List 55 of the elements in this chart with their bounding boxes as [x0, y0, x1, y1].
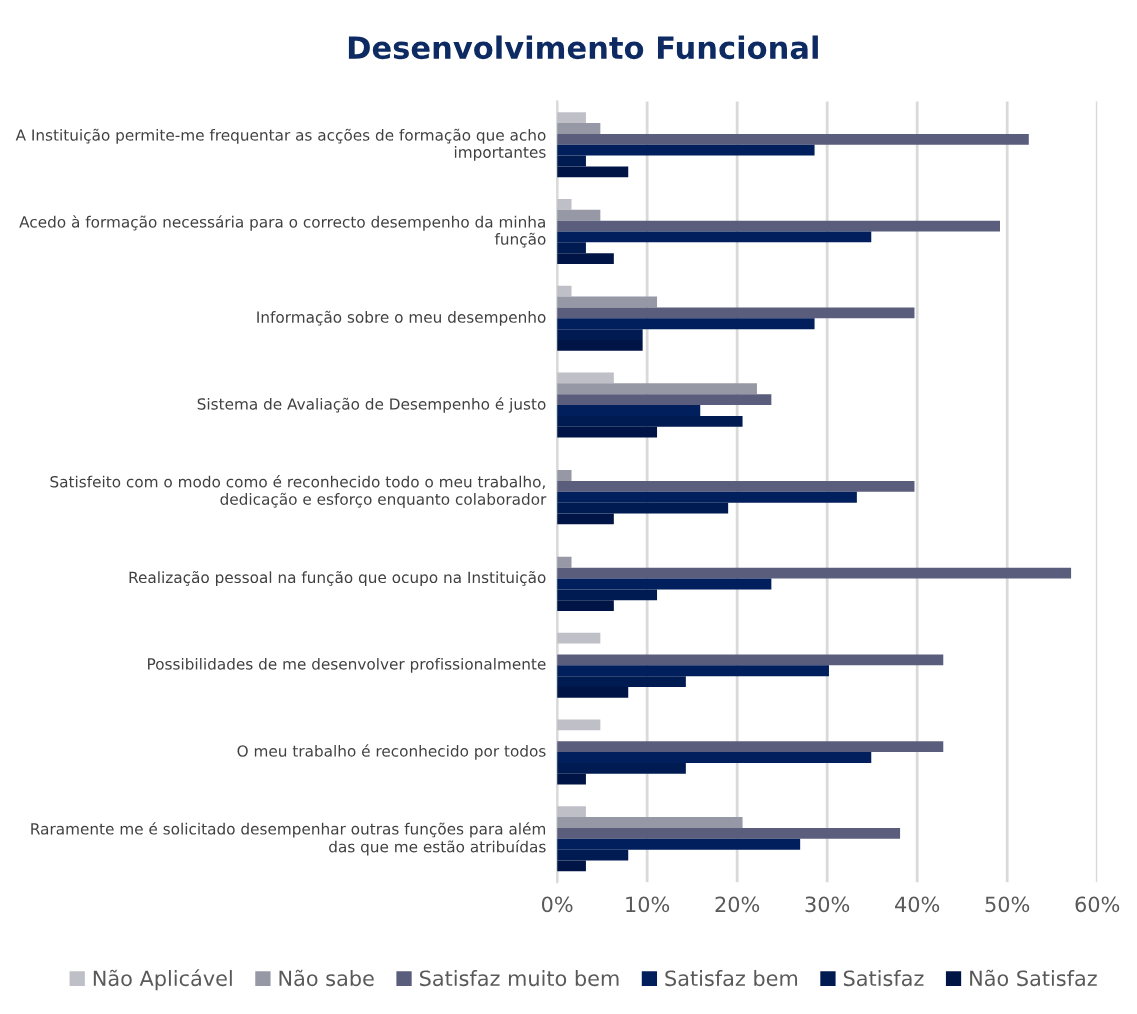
bar [557, 296, 658, 308]
x-tick-label: 10% [626, 896, 670, 913]
y-tick-label: A Instituição permite-me frequentar as acções de formação que acho importantes [15, 128, 546, 161]
y-tick-label: Satisfeito com o modo como é reconhecido todo o meu trabalho, dedicação e esforço enquanto colaborador [50, 475, 547, 508]
legend-label: Satisfaz muito bem [420, 970, 619, 987]
bar [557, 383, 757, 395]
bar [557, 513, 614, 525]
bar [557, 567, 1072, 579]
bar [557, 741, 944, 753]
y-tick-label: Sistema de Avaliação de Desempenho é justo [197, 397, 546, 413]
x-tick-label: 0% [541, 896, 573, 913]
x-tick-label: 20% [715, 896, 760, 913]
y-tick-label: Informação sobre o meu desempenho [257, 310, 546, 326]
y-tick-label: Possibilidades de me desenvolver profissionalmente [148, 657, 546, 673]
y-tick-label: Raramente me é solicitado desempenhar outras funções para além das que me estão atribuídas [31, 822, 546, 856]
bar [557, 285, 572, 297]
bar [557, 394, 772, 406]
bar [557, 112, 586, 124]
bar [557, 133, 1029, 145]
bar [557, 209, 601, 221]
y-tick-label: Realização pessoal na função que ocupo na Instituição [129, 571, 546, 587]
bar [557, 253, 614, 265]
legend-label: Não Satisfaz [970, 969, 1097, 987]
bar [557, 307, 915, 319]
x-tick-label: 40% [895, 896, 940, 913]
y-tick-label: O meu trabalho é reconhecido por todos [237, 744, 546, 760]
bar [557, 123, 601, 134]
bar [557, 426, 658, 438]
bar [557, 806, 586, 818]
legend-label: Satisfaz [843, 970, 924, 987]
bar [557, 199, 572, 210]
bar [557, 220, 1000, 232]
x-tick-label: 30% [805, 896, 850, 913]
bar [557, 654, 944, 666]
bar [557, 166, 629, 178]
bar [557, 827, 901, 839]
bar [557, 372, 614, 384]
bar [557, 339, 643, 351]
bar [557, 632, 601, 644]
bar [557, 860, 586, 872]
bar [557, 556, 572, 568]
bar [557, 600, 614, 612]
bar [557, 817, 743, 828]
y-tick-label: Acedo à formação necessária para o correcto desempenho da minha função [19, 215, 546, 248]
legend-label: Não Aplicável [93, 969, 232, 991]
legend-label: Satisfaz bem [665, 970, 798, 987]
chart-title: Desenvolvimento Funcional [348, 35, 818, 60]
x-tick-label: 50% [985, 896, 1030, 913]
bar [557, 719, 601, 731]
bar [557, 773, 586, 785]
bar [557, 480, 915, 492]
bar [557, 686, 629, 698]
x-tick-label: 60% [1075, 896, 1120, 913]
legend-label: Não sabe [279, 969, 374, 987]
bar [557, 470, 572, 481]
